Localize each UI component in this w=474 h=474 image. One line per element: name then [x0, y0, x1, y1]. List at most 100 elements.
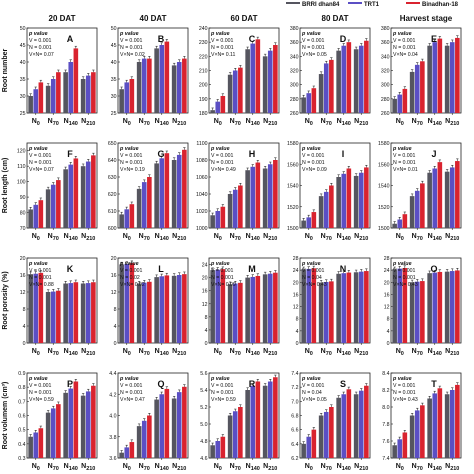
bar — [409, 282, 415, 343]
bar — [353, 394, 359, 458]
bar — [171, 275, 177, 343]
bar — [171, 65, 177, 113]
y-tick-label: 7.8 — [382, 422, 389, 428]
panel-letter: R — [249, 379, 256, 389]
pvalue-heading: p value — [301, 261, 321, 267]
bar — [68, 283, 74, 343]
y-tick-label: 4 — [114, 324, 117, 330]
bar — [38, 272, 44, 343]
x-tick-label: N210 — [263, 118, 277, 127]
bar — [176, 275, 182, 343]
x-tick-label: N210 — [172, 118, 186, 127]
bar — [432, 168, 438, 228]
bar — [73, 48, 79, 113]
stat-line: V×N= 0.43 — [393, 397, 418, 403]
bar — [358, 390, 364, 458]
bar — [364, 271, 369, 343]
stat-line: N = 0.001 — [393, 390, 416, 396]
x-tick-label: N140 — [64, 348, 78, 357]
bar — [329, 185, 334, 228]
y-tick-label: 620 — [108, 192, 117, 198]
bar — [176, 62, 182, 113]
bar — [238, 282, 243, 343]
legend-item: Binadhan-18 — [406, 2, 459, 8]
bar — [432, 393, 438, 458]
bar — [329, 407, 334, 458]
bar — [267, 164, 273, 228]
bar — [346, 168, 352, 228]
bar — [267, 381, 273, 458]
bar — [141, 58, 147, 113]
stat-line: V = 0.001 — [120, 383, 142, 389]
y-tick-label: 5.4 — [200, 388, 207, 394]
stat-line: V = 0.001 — [393, 383, 415, 389]
stat-line: V×N= 0.43 — [393, 282, 418, 288]
stat-line: V×N= 0.88 — [29, 282, 54, 288]
bar — [455, 384, 460, 458]
bar — [154, 163, 159, 228]
bar — [80, 166, 86, 228]
bar — [210, 215, 215, 228]
y-tick-label: 4 — [23, 324, 26, 330]
x-tick-label: N210 — [354, 348, 368, 357]
axes-frame — [26, 257, 98, 344]
x-tick-label: N210 — [445, 233, 459, 242]
pvalue-heading: p value — [210, 31, 230, 37]
y-tick-label: 50 — [20, 26, 26, 32]
bar — [397, 94, 403, 113]
y-tick-label: 180 — [199, 111, 208, 117]
bar — [255, 39, 261, 114]
x-tick-label: N140 — [246, 233, 260, 242]
bar — [323, 411, 329, 458]
y-tick-label: 320 — [290, 69, 299, 75]
y-tick-label: 1520 — [378, 205, 390, 211]
bar — [147, 58, 152, 113]
x-tick-label: N70 — [48, 118, 59, 127]
bar — [80, 395, 86, 458]
bar — [364, 385, 369, 458]
bar — [255, 381, 261, 458]
bar — [402, 88, 408, 113]
panel-letter: P — [67, 379, 73, 389]
y-tick-label: 4 — [296, 329, 299, 335]
bar — [392, 445, 397, 458]
x-tick-label: N70 — [412, 233, 423, 242]
bar — [210, 445, 215, 458]
axes-frame — [117, 27, 189, 114]
bar — [227, 194, 233, 228]
panel-letter: B — [158, 34, 165, 44]
pvalue-heading: p value — [119, 261, 139, 267]
stat-line: V×N= 0.02 — [120, 52, 145, 58]
stat-line: V×N= 0.59 — [29, 397, 54, 403]
x-tick-label: N70 — [321, 463, 332, 472]
x-tick-label: N210 — [263, 233, 277, 242]
y-tick-label: 200 — [199, 83, 208, 89]
pvalue-heading: p value — [210, 261, 230, 267]
bar — [455, 270, 460, 343]
y-tick-label: 1540 — [378, 184, 390, 190]
y-tick-label: 650 — [108, 141, 117, 147]
bar — [159, 276, 165, 343]
stat-line: N = 0.02 — [120, 275, 140, 281]
y-tick-label: 8.0 — [382, 405, 389, 411]
stat-line: V = 0.001 — [211, 153, 233, 159]
bar — [444, 271, 450, 343]
y-tick-label: 7.4 — [382, 456, 389, 462]
bar — [215, 211, 221, 228]
y-tick-label: 28 — [293, 256, 299, 262]
panel-letter: T — [431, 379, 437, 389]
y-tick-label: 12 — [202, 302, 208, 308]
column-title: Harvest stage — [400, 14, 453, 23]
bar — [420, 183, 425, 228]
bar — [364, 40, 369, 113]
x-tick-label: N140 — [64, 463, 78, 472]
bar — [91, 155, 96, 228]
y-tick-label: 20 — [384, 280, 390, 286]
